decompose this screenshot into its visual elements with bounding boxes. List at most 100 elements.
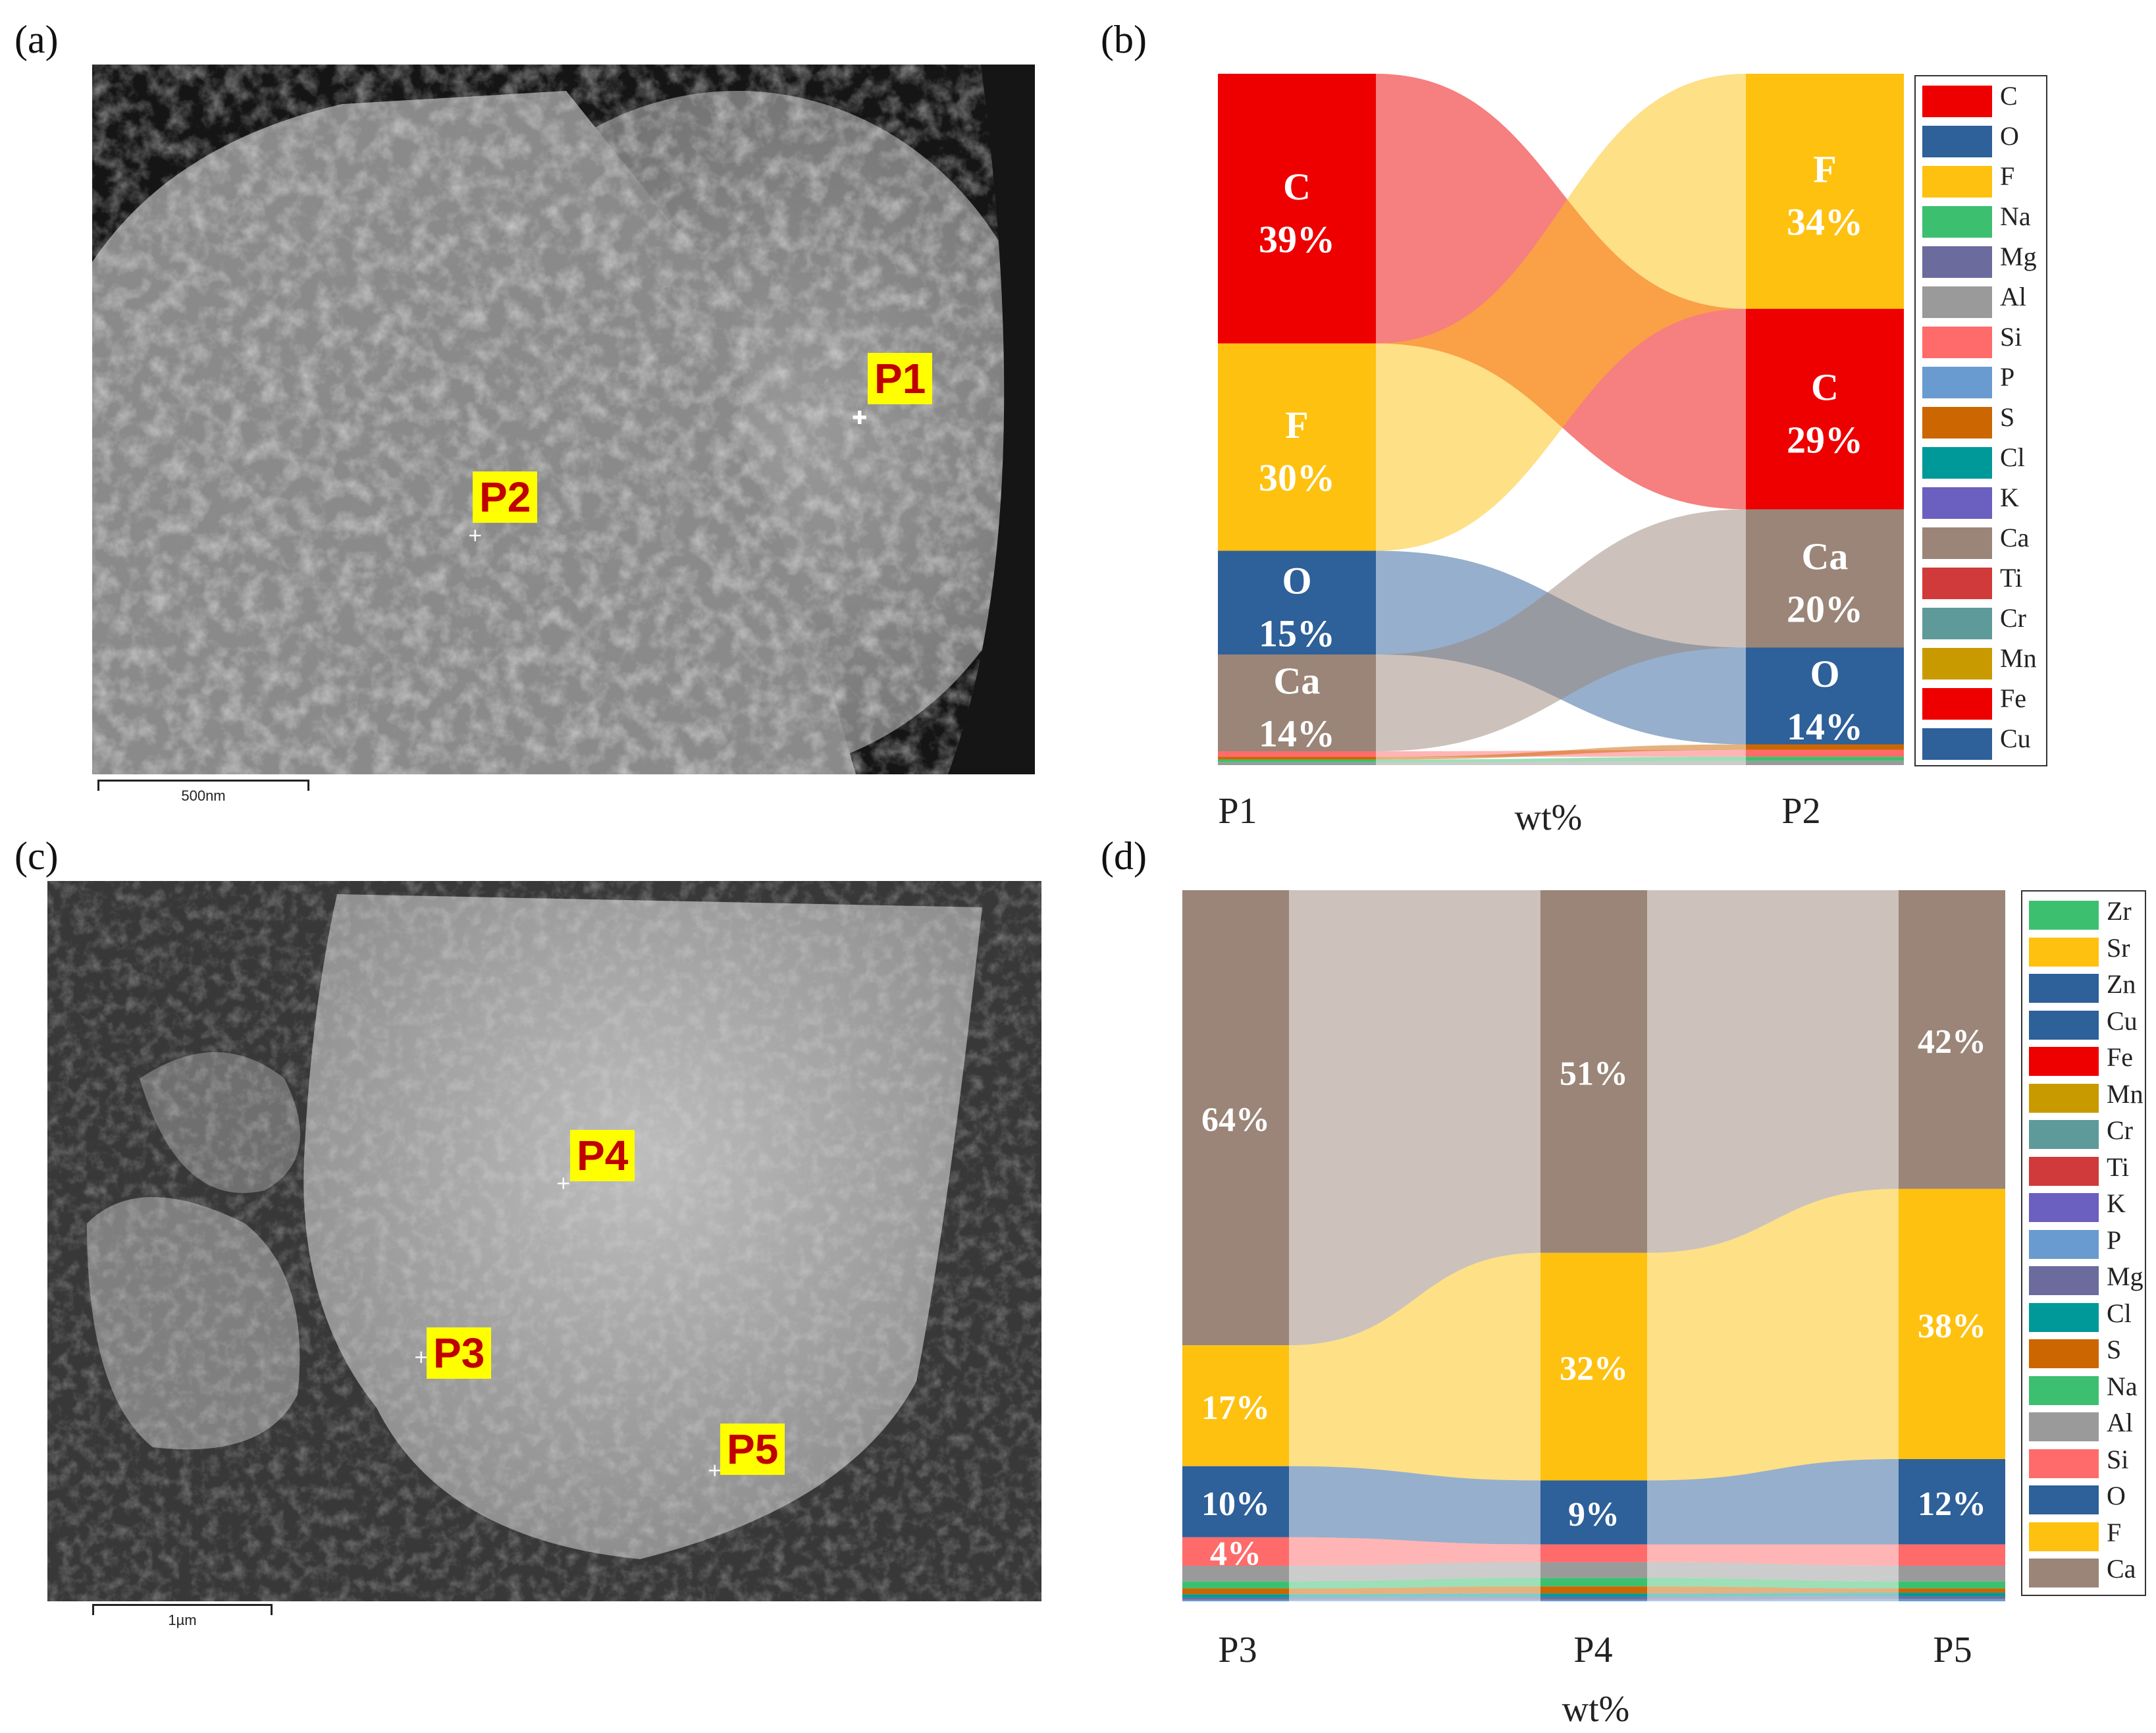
bar-p4-s — [1540, 1586, 1647, 1594]
bar-element-label: O — [1282, 559, 1311, 602]
legend-label: Mg — [2000, 242, 2037, 271]
legend-swatch — [1922, 568, 1992, 599]
panel-label-c: (c) — [14, 834, 59, 878]
bar-p1-na — [1218, 759, 1376, 762]
bar-p5-f — [1899, 1188, 2005, 1459]
legend-swatch — [2029, 1302, 2099, 1332]
legend-swatch — [1922, 608, 1992, 639]
legend-label: Ti — [2107, 1152, 2130, 1182]
bar-p3-o — [1182, 1466, 1289, 1537]
bar-p2-c — [1746, 309, 1904, 510]
legend-swatch — [2029, 1266, 2099, 1295]
flow-s — [1376, 744, 1746, 760]
flow-ca — [1289, 890, 1540, 1346]
bar-p1-s — [1218, 757, 1376, 760]
legend-label: F — [2000, 161, 2015, 191]
axis-tick-p2: P2 — [1781, 791, 1820, 832]
legend-label: K — [2000, 483, 2019, 512]
flow-na — [1376, 757, 1746, 762]
legend-label: Mn — [2000, 643, 2037, 673]
point-marker-p5: + — [707, 1459, 723, 1481]
legend-label: Zn — [2107, 969, 2136, 999]
legend-swatch — [1922, 487, 1992, 519]
flow-na — [1289, 1578, 1540, 1589]
legend-label: Cu — [2000, 724, 2031, 753]
bar-p3-s — [1182, 1588, 1289, 1595]
legend-label: Cl — [2107, 1298, 2132, 1328]
legend-label: Mn — [2107, 1079, 2143, 1109]
flow-na — [1647, 1578, 1899, 1589]
bar-value-label: 38% — [1918, 1308, 1986, 1345]
legend-label: K — [2107, 1188, 2126, 1218]
legend-label: Al — [2107, 1408, 2133, 1437]
flow-mg — [1647, 1596, 1899, 1600]
bar-element-label: F — [1285, 404, 1308, 446]
bar-p3-cl — [1182, 1594, 1289, 1598]
point-marker-p1: ✚ — [852, 407, 868, 429]
legend-label: Cl — [2000, 442, 2025, 472]
bar-p5-si — [1899, 1544, 2005, 1566]
legend-label: Fe — [2107, 1042, 2133, 1072]
bar-p4-p — [1540, 1599, 1647, 1601]
legend-swatch — [1922, 407, 1992, 439]
bar-element-label: Ca — [1274, 660, 1321, 703]
bar-value-label: 10% — [1201, 1485, 1270, 1523]
sem-image-c — [47, 881, 1041, 1601]
legend-swatch — [2029, 1047, 2099, 1076]
scalebar-label-a: 500nm — [181, 787, 226, 804]
flow-f — [1647, 1188, 1899, 1481]
axis-tick-p1: P1 — [1218, 791, 1257, 832]
legend-label: Na — [2000, 201, 2031, 231]
legend-swatch — [2029, 974, 2099, 1003]
bar-element-label: C — [1811, 365, 1839, 408]
bar-value-label: 29% — [1787, 418, 1863, 461]
point-label-p3: P3 — [427, 1327, 492, 1379]
legend-swatch — [2029, 937, 2099, 967]
scalebar-label-c: 1µm — [168, 1612, 197, 1628]
flow-p — [1647, 1599, 1899, 1601]
bar-value-label: 17% — [1201, 1389, 1270, 1427]
point-label-p4: P4 — [570, 1130, 635, 1182]
flow-s — [1289, 1586, 1540, 1595]
axis-label-x: wt% — [1562, 1689, 1630, 1730]
legend-swatch — [2029, 1449, 2099, 1478]
bar-p2-f — [1746, 74, 1904, 309]
legend-swatch — [2029, 1083, 2099, 1113]
bar-value-label: 42% — [1918, 1023, 1986, 1061]
bar-p1-c — [1218, 74, 1376, 344]
scalebar-a — [97, 780, 309, 791]
bar-element-label: Ca — [1802, 535, 1849, 578]
legend-swatch — [1922, 367, 1992, 398]
bar-value-label: 34% — [1787, 201, 1863, 244]
bar-p5-p — [1899, 1599, 2005, 1601]
point-label-p2: P2 — [473, 471, 538, 523]
legend-label: C — [2000, 81, 2018, 111]
axis-label-x: wt% — [1515, 797, 1583, 838]
flow-al — [1647, 1562, 1899, 1582]
legend-swatch — [1922, 246, 1992, 278]
flow-al — [1289, 1562, 1540, 1582]
point-label-p5: P5 — [720, 1424, 785, 1476]
bar-p4-cl — [1540, 1593, 1647, 1597]
bar-value-label: 30% — [1259, 456, 1335, 499]
bar-p1-ca — [1218, 654, 1376, 751]
flow-p — [1289, 1599, 1540, 1601]
bar-element-label: O — [1810, 653, 1839, 695]
bar-value-label: 32% — [1560, 1350, 1628, 1388]
legend-label: F — [2107, 1517, 2122, 1547]
bar-p5-al — [1899, 1566, 2005, 1582]
bar-p3-ca — [1182, 890, 1289, 1346]
legend-swatch — [1922, 447, 1992, 479]
bar-p2-o — [1746, 647, 1904, 745]
legend-label: O — [2000, 121, 2019, 151]
legend-label: Fe — [2000, 683, 2026, 713]
bar-p2-na — [1746, 757, 1904, 761]
bar-value-label: 39% — [1259, 218, 1335, 261]
bar-p5-mg — [1899, 1596, 2005, 1599]
bar-element-label: F — [1813, 148, 1836, 191]
flow-o — [1647, 1459, 1899, 1545]
bar-p1-f — [1218, 343, 1376, 551]
legend-label: Si — [2000, 322, 2022, 352]
